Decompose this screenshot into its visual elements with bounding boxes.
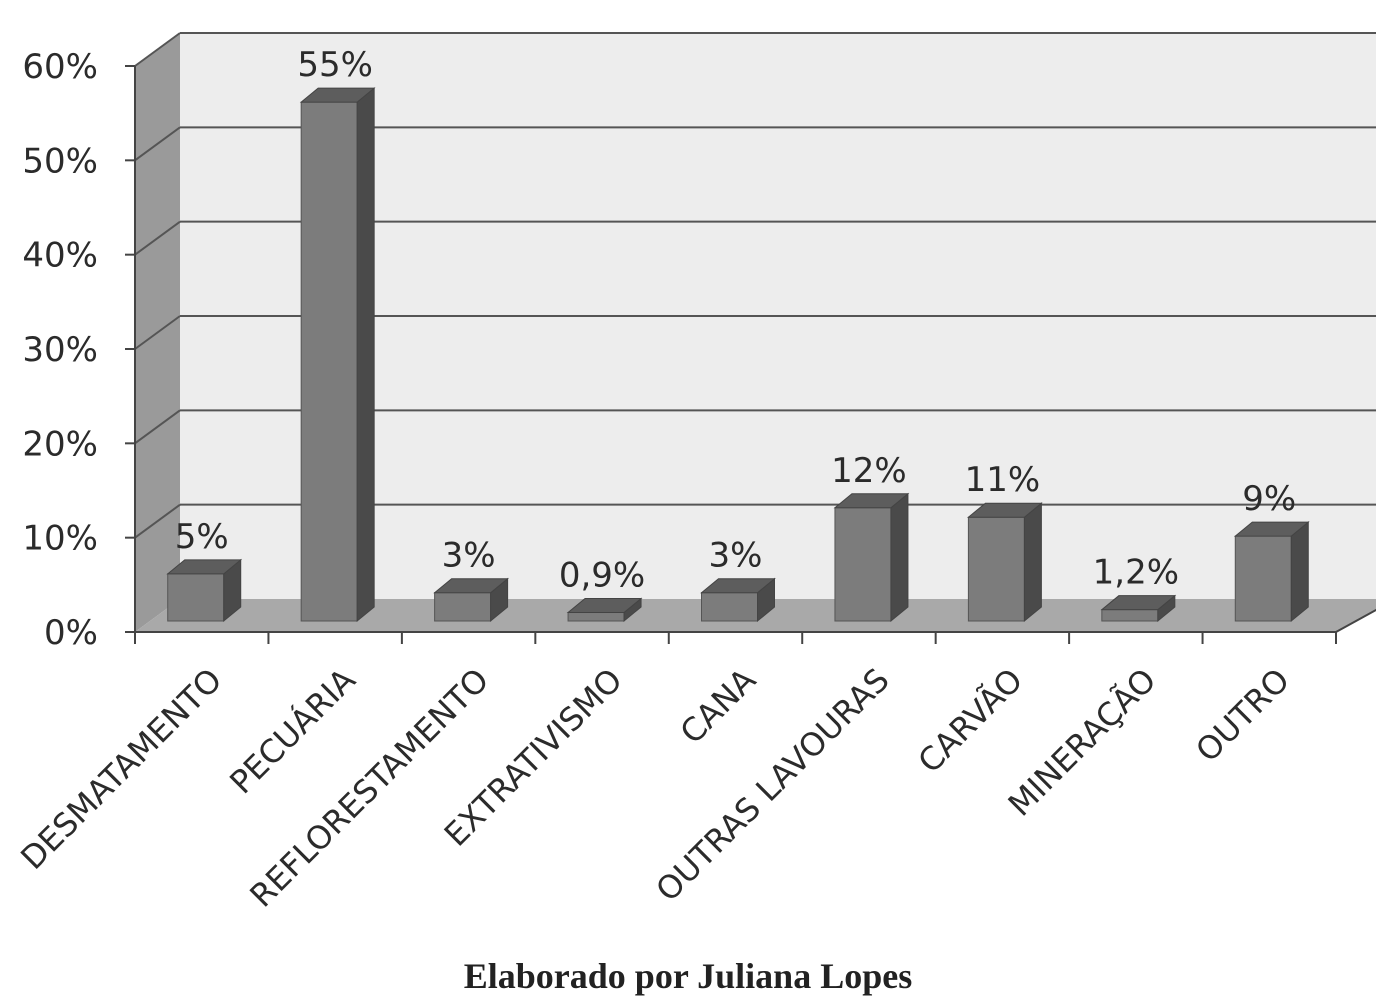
y-tick-label: 60%	[22, 47, 98, 87]
gridline-diagonal	[134, 315, 181, 350]
bar-top	[166, 559, 243, 575]
y-tick-label: 50%	[22, 141, 98, 181]
gridline-diagonal	[134, 220, 181, 256]
data-label: 9%	[1242, 479, 1296, 519]
bar	[1101, 609, 1159, 622]
chart-caption: Elaborado por Juliana Lopes	[463, 956, 913, 996]
gridline-diagonal	[134, 126, 181, 162]
bar-chart: 0% 10% 20% 30% 40% 50% 60% 5% DESMATAMENTO 55% PEC…	[13, 32, 1376, 915]
bar	[167, 573, 225, 622]
bars	[166, 87, 1310, 623]
gridline-diagonal	[134, 503, 181, 539]
bar-side	[356, 87, 375, 623]
y-tick-label: 0%	[44, 613, 98, 653]
data-label: 0,9%	[559, 556, 645, 596]
y-tick-label: 10%	[22, 519, 98, 559]
bar-top	[566, 598, 643, 614]
gridline-diagonal	[134, 409, 181, 445]
x-tick-label: OUTRAS LAVOURAS	[648, 661, 896, 909]
data-label: 11%	[965, 460, 1041, 500]
bar-top	[1233, 521, 1310, 537]
x-tick-label: REFLORESTAMENTO	[242, 661, 496, 915]
gridlines	[134, 32, 1376, 539]
data-label: 3%	[709, 536, 763, 576]
bar	[701, 592, 758, 622]
x-tick-label: CANA	[673, 661, 764, 752]
bar	[300, 101, 358, 622]
bar-side	[890, 492, 909, 623]
floor-edge	[1335, 608, 1376, 633]
x-tick-label: DESMATAMENTO	[13, 661, 229, 877]
data-label: 12%	[831, 451, 907, 491]
bar-top	[966, 502, 1043, 518]
data-label: 55%	[297, 45, 373, 85]
bar-side	[1290, 521, 1309, 623]
bar-top	[833, 493, 910, 509]
bar-top	[299, 87, 376, 103]
x-tick-label: PECUÁRIA	[222, 661, 363, 802]
bar-top	[433, 578, 510, 594]
y-tick-label: 20%	[22, 424, 98, 464]
y-tick-label: 40%	[22, 236, 98, 276]
x-tick-label: OUTRO	[1188, 661, 1297, 770]
bar	[967, 516, 1025, 622]
data-label: 3%	[442, 536, 496, 576]
data-label: 1,2%	[1093, 553, 1179, 593]
data-label: 5%	[175, 517, 229, 557]
bar	[834, 507, 892, 622]
gridline-diagonal	[134, 32, 181, 67]
bar-top	[1100, 595, 1177, 611]
bar-top	[700, 578, 776, 594]
bar	[434, 592, 492, 622]
bar	[567, 612, 625, 622]
axes	[125, 65, 1376, 644]
bar	[1234, 535, 1292, 622]
y-tick-label: 30%	[22, 330, 98, 370]
x-tick-label: CARVÃO	[910, 661, 1030, 781]
bar-side	[1023, 502, 1042, 623]
